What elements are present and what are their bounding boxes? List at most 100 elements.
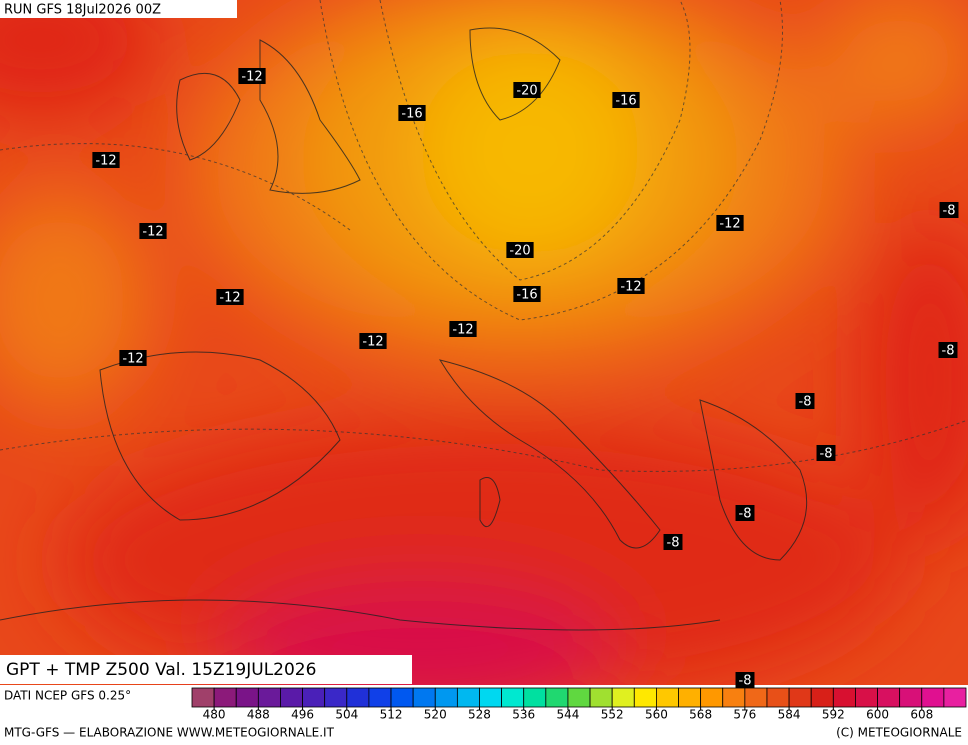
contour-label-text: -8 [799,395,812,410]
contour-label-text: -12 [241,70,262,85]
contour-label: -12 [617,278,645,295]
colorbar-tick-label: 504 [335,708,358,722]
colorbar-swatch [832,687,856,708]
contour-label-box [816,445,836,461]
contour-label-box [795,393,815,409]
contour-label: -8 [939,202,959,219]
contour-label: -12 [359,333,387,350]
contour-label-text: -16 [615,94,636,109]
contour-label: -16 [513,286,541,303]
colorbar-swatch [346,687,370,708]
contour-label: -8 [816,445,836,462]
colorbar-tick-label: 592 [822,708,845,722]
contour-label-text: -12 [142,225,163,240]
contour-label: -12 [139,223,167,240]
colorbar-swatch [766,687,790,708]
contour-label: -12 [216,289,244,306]
contour-label-text: -16 [516,288,537,303]
contour-label: -12 [449,321,477,338]
contour-label-text: -12 [219,291,240,306]
contour-label-text: -8 [667,536,680,551]
colorbar-tick-label: 520 [424,708,447,722]
map-title: GPT + TMP Z500 Val. 15Z19JUL2026 [6,660,316,680]
contour-label-box [449,321,477,337]
colorbar-swatch [280,687,303,708]
colorbar-swatch [744,687,768,708]
contours [0,0,968,472]
contour-label-box [398,105,426,121]
colorbar-swatch [412,687,436,708]
contour-label: -8 [735,505,755,522]
colorbar-swatch [302,687,326,708]
credit-label: MTG-GFS — ELABORAZIONE WWW.METEOGIORNALE… [4,726,335,740]
contour-label-box [238,68,266,84]
colorbar-swatch [456,687,480,708]
colorbar-swatch [390,687,414,708]
colorbar-tick-label: 576 [733,708,756,722]
contour-label-box [663,534,683,550]
contour-label: -8 [938,342,958,359]
colorbar-tick-label: 560 [645,708,668,722]
coastlines [0,27,808,631]
contour-label-text: -16 [401,107,422,122]
colorbar-swatch [656,687,679,708]
contour-label-text: -12 [95,154,116,169]
colorbar-tick-label: 552 [601,708,624,722]
copyright-label: (C) METEOGIORNALE [836,726,962,740]
contour-label: -8 [795,393,815,410]
colorbar-swatch [213,687,237,708]
colorbar-swatch [921,687,945,708]
contour-label-text: -8 [943,204,956,219]
colorbar-tick-label: 536 [512,708,535,722]
contour-label: -16 [612,92,640,109]
colorbar-swatch [943,687,967,708]
colorbar-swatch [545,687,569,708]
contour-label-text: -20 [516,84,537,99]
source-label: DATI NCEP GFS 0.25° [4,689,131,703]
colorbar-swatch [633,687,657,708]
contour-label: -16 [398,105,426,122]
contour-label: -12 [92,152,120,169]
colorbar-swatch [855,687,878,708]
colorbar-tick-label: 568 [689,708,712,722]
contour-label-box [939,202,959,218]
contour-label: -8 [663,534,683,551]
colorbar-swatch [567,687,591,708]
contour-label-box [735,505,755,521]
contour-label-box [506,242,534,258]
contour-label-text: -20 [509,244,530,259]
colorbar-swatch [589,687,613,708]
run-label: RUN GFS 18Jul2026 00Z [4,3,161,18]
contour-label-box [513,286,541,302]
contour-label-box [139,223,167,239]
colorbar-swatch [899,687,923,708]
contour-label-box [359,333,387,349]
colorbar-swatch [722,687,746,708]
colorbar-swatch [523,687,547,708]
colorbar-tick-label: 496 [291,708,314,722]
contour-label-box [513,82,541,98]
colorbar-swatch [700,687,724,708]
contour-label-box [938,342,958,358]
contour-label: -12 [119,350,147,367]
contour-label-text: -12 [362,335,383,350]
contour-label-box [119,350,147,366]
colorbar-swatch [678,687,702,708]
colorbar-swatch [479,687,503,708]
contour-label-text: -8 [942,344,955,359]
colorbar-swatch [611,687,635,708]
colorbar-tick-label: 480 [203,708,226,722]
contour-label: -12 [716,215,744,232]
header-box [0,0,237,18]
colorbar-swatch [877,687,901,708]
colorbar-tick-label: 584 [778,708,801,722]
colorbar: 480 488 496 504 512 520 528 536 544 552 560 568 576 5… [191,687,967,722]
contour-label-text: -8 [739,674,752,689]
colorbar-tick-label: 608 [910,708,933,722]
contour-label-box [92,152,120,168]
contour-label-box [617,278,645,294]
contour-label-box [216,289,244,305]
contour-label-box [735,672,755,688]
